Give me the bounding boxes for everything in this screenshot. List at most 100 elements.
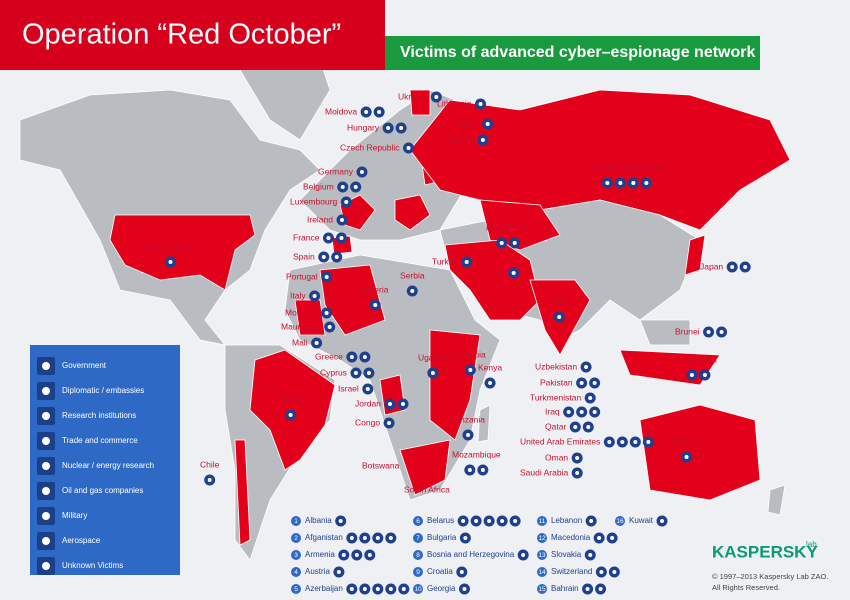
victim-icon-glyph xyxy=(620,440,625,444)
victim-icon-glyph xyxy=(367,553,372,557)
legend-label: Military xyxy=(62,511,87,520)
number-badge xyxy=(413,584,423,594)
victim-icon-glyph xyxy=(684,455,689,459)
victim-icon-glyph xyxy=(702,373,707,377)
victim-icon-glyph xyxy=(557,315,562,319)
victim-icon-glyph xyxy=(468,368,473,372)
country-label: Turkey xyxy=(432,256,458,266)
list-number: 8 xyxy=(416,552,420,559)
country-label: Iraq xyxy=(545,406,560,416)
subtitle-banner xyxy=(385,36,760,70)
victim-icon-glyph xyxy=(631,181,636,185)
list-number: 14 xyxy=(538,569,546,576)
victim-icon-glyph xyxy=(605,181,610,185)
country-label: Australia xyxy=(670,436,703,446)
country-label: Saudi Arabia xyxy=(520,467,568,477)
number-badge xyxy=(291,550,301,560)
list-number: 13 xyxy=(538,552,546,559)
victim-icon-glyph xyxy=(339,236,344,240)
list-number: 16 xyxy=(616,518,624,525)
victim-icon-glyph xyxy=(362,536,367,540)
country-label: Cyprus xyxy=(320,367,347,377)
number-badge xyxy=(291,567,301,577)
list-country: Kuwait xyxy=(629,516,654,525)
victim-icon-glyph xyxy=(334,255,339,259)
victim-icon-glyph xyxy=(401,402,405,406)
victim-icon-glyph xyxy=(660,519,665,523)
country-label: Ukraine xyxy=(398,91,428,101)
country-label: Serbia xyxy=(400,270,425,280)
country-label: Uzbekistan xyxy=(535,361,577,371)
list-country: Bulgaria xyxy=(427,533,457,542)
country-label: Belgium xyxy=(303,181,334,191)
country-label: South Africa xyxy=(404,484,450,494)
victim-icon-glyph xyxy=(349,355,354,359)
victim-icon-glyph xyxy=(359,170,364,174)
list-country: Austria xyxy=(305,567,330,576)
country-label: Russian Federation xyxy=(590,162,664,172)
country-label: United States xyxy=(145,241,196,251)
victim-icon-glyph xyxy=(511,271,516,275)
victim-icon-glyph xyxy=(610,536,615,540)
victim-icon-glyph xyxy=(612,570,617,574)
number-badge xyxy=(537,550,547,560)
victim-icon-glyph xyxy=(463,536,468,540)
victim-icon-glyph xyxy=(521,553,526,557)
victim-icon-glyph xyxy=(364,110,369,114)
victim-icon-glyph xyxy=(633,440,638,444)
legend-icon-glyph xyxy=(42,462,50,470)
number-badge xyxy=(413,567,423,577)
number-badge xyxy=(615,516,625,526)
victim-icon-glyph xyxy=(575,471,580,475)
list-number: 15 xyxy=(538,586,546,593)
victim-icon-glyph xyxy=(375,536,380,540)
victim-icon-glyph xyxy=(388,536,393,540)
country-label: Moldova xyxy=(325,106,357,116)
list-number: 7 xyxy=(416,535,420,542)
legend-label: Oil and gas companies xyxy=(62,486,143,495)
legend-label: Nuclear / energy research xyxy=(62,461,154,470)
number-badge xyxy=(413,533,423,543)
victim-icon-glyph xyxy=(406,146,411,150)
list-number: 12 xyxy=(538,535,546,542)
victim-icon-glyph xyxy=(513,519,518,523)
list-number: 11 xyxy=(539,518,546,525)
title: Operation “Red October” xyxy=(22,19,341,51)
number-badge xyxy=(413,516,423,526)
number-badge xyxy=(537,567,547,577)
victim-icon-glyph xyxy=(588,396,593,400)
victim-icon-glyph xyxy=(464,260,469,264)
victim-icon-glyph xyxy=(401,587,406,591)
legend-label: Diplomatic / embassies xyxy=(62,386,144,395)
country-label: Mauritania xyxy=(281,321,321,331)
number-badge xyxy=(537,533,547,543)
victim-icon-glyph xyxy=(314,341,319,345)
victim-icon-glyph xyxy=(340,185,345,189)
legend-label: Government xyxy=(62,361,107,370)
list-country: Armenia xyxy=(305,550,335,559)
legend-icon-glyph xyxy=(42,412,50,420)
victim-icon-glyph xyxy=(478,102,483,106)
list-number: 2 xyxy=(294,535,298,542)
victim-icon-glyph xyxy=(288,413,293,417)
legend-icon-glyph xyxy=(42,487,50,495)
number-badge xyxy=(291,584,301,594)
victim-icon-glyph xyxy=(573,425,578,429)
list-number: 5 xyxy=(294,586,298,593)
victim-icon-glyph xyxy=(461,519,466,523)
country-label: Oman xyxy=(545,452,568,462)
victim-icon-glyph xyxy=(644,181,649,185)
victim-icon-glyph xyxy=(373,303,378,307)
victim-icon-glyph xyxy=(399,126,404,130)
number-badge xyxy=(537,516,547,526)
victim-icon-glyph xyxy=(592,410,597,414)
country-label: Czech Republic xyxy=(340,142,400,152)
victim-icon-glyph xyxy=(500,519,505,523)
country-label: Turkmenistan xyxy=(530,392,581,402)
country-label: Chile xyxy=(200,459,220,469)
country-label: Mozambique xyxy=(452,449,501,459)
country-label: Ireland xyxy=(307,214,333,224)
list-country: Slovakia xyxy=(551,550,582,559)
victim-icon-glyph xyxy=(354,553,359,557)
